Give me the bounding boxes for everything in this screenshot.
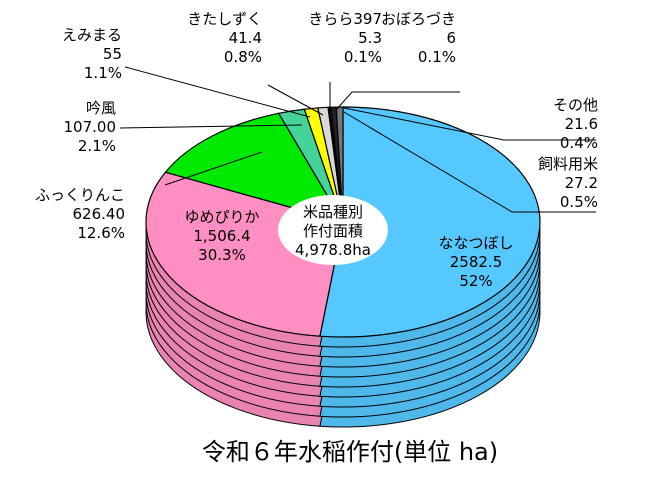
slice-label-percent-8: 0.4%	[560, 134, 598, 152]
slice-label-percent-1: 30.3%	[198, 246, 246, 264]
leader-line-7	[335, 91, 460, 111]
slice-label-value-3: 107.00	[64, 118, 117, 136]
slice-label-percent-4: 1.1%	[84, 64, 122, 82]
slice-label-value-8: 21.6	[565, 115, 598, 133]
slice-label-value-9: 27.2	[565, 174, 598, 192]
leader-line-8	[343, 107, 596, 141]
leader-line-2	[164, 151, 263, 186]
center-label-line-3: 4,978.8ha	[295, 241, 371, 259]
slice-label-name-8: その他	[553, 96, 598, 114]
slice-label-value-2: 626.40	[73, 205, 126, 223]
slice-label-percent-3: 2.1%	[78, 137, 116, 155]
center-label: 米品種別 作付面積 4,978.8ha	[278, 195, 388, 265]
slice-label-name-1: ゆめぴりか	[184, 208, 259, 226]
slice-label-value-0: 2582.5	[450, 253, 503, 271]
chart-title: 令和６年水稲作付(単位 ha)	[202, 438, 498, 466]
leader-line-4	[124, 66, 311, 118]
slice-label-value-5: 41.4	[229, 29, 262, 47]
slice-label-percent-7: 0.1%	[418, 48, 456, 66]
slice-label-percent-2: 12.6%	[77, 224, 125, 242]
slice-label-name-6: きらら397	[308, 10, 382, 28]
slice-label-name-3: 吟風	[86, 99, 116, 117]
slice-label-value-4: 55	[103, 45, 122, 63]
slice-label-percent-5: 0.8%	[224, 48, 262, 66]
slice-label-value-7: 6	[446, 29, 456, 47]
slice-label-name-0: ななつぼし	[438, 234, 513, 252]
slice-2	[164, 112, 345, 223]
slice-9	[335, 106, 344, 223]
leader-line-3	[119, 124, 303, 129]
center-label-background	[278, 195, 388, 265]
slice-label-percent-0: 52%	[459, 272, 492, 290]
leader-lines	[119, 66, 596, 213]
slice-label-percent-9: 0.5%	[560, 193, 598, 211]
slice-label-name-9: 飼料用米	[538, 155, 598, 173]
slice-label-name-7: おぼろづき	[381, 10, 456, 28]
slice-label-name-5: きたしずく	[187, 10, 262, 28]
slice-label-value-1: 1,506.4	[193, 227, 250, 245]
pie-top-layer	[145, 106, 541, 338]
leader-line-9	[343, 111, 596, 213]
slice-0	[319, 106, 541, 338]
center-label-line-2: 作付面積	[303, 222, 363, 240]
leader-line-5	[267, 84, 324, 116]
slice-label-percent-6: 0.1%	[344, 48, 382, 66]
slice-label-name-2: ふっくりんこ	[35, 186, 125, 204]
center-label-line-1: 米品種別	[303, 203, 363, 221]
slice-label-value-6: 5.3	[358, 29, 382, 47]
slice-label-name-4: えみまる	[62, 26, 122, 44]
